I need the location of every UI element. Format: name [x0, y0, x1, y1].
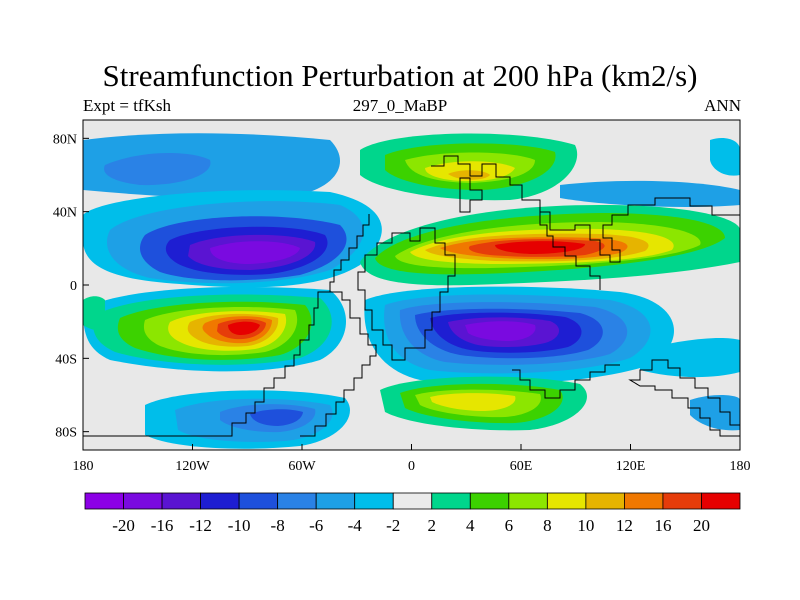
- colorbar-label: -6: [309, 516, 323, 535]
- x-tick-label: 120W: [175, 459, 210, 474]
- colorbar-swatch: [431, 492, 471, 510]
- nh-east-cap: [710, 138, 740, 176]
- colorbar-label: 6: [505, 516, 514, 535]
- colorbar-swatch: [123, 492, 163, 510]
- nh-negative-core: [104, 153, 211, 186]
- sa-east-outline: [300, 291, 377, 437]
- sh-westerly-band: [640, 338, 740, 378]
- asia-outline: [522, 197, 740, 263]
- nh-east-band: [560, 180, 740, 208]
- colorbar-label: 8: [543, 516, 552, 535]
- chart-title: Streamfunction Perturbation at 200 hPa (…: [102, 58, 698, 93]
- antarctic-outline: [512, 364, 620, 399]
- colorbar-swatch: [161, 492, 201, 510]
- right-subtitle: ANN: [704, 96, 741, 115]
- x-tick-label: 180: [730, 459, 751, 474]
- y-tick-label: 0: [70, 279, 77, 294]
- contour-fields: [83, 133, 740, 449]
- colorbar-swatch: [624, 492, 664, 510]
- center-subtitle: 297_0_MaBP: [352, 96, 448, 115]
- colorbar-swatch: [546, 492, 587, 510]
- colorbar-swatch: [238, 492, 279, 510]
- colorbar-label: -8: [271, 516, 285, 535]
- sh-far-west-band: [83, 296, 105, 331]
- colorbar-swatch: [315, 492, 356, 510]
- colorbar-swatch: [701, 492, 741, 510]
- colorbar-label: 10: [577, 516, 594, 535]
- sh-negative-center: [465, 321, 536, 341]
- x-tick-label: 180: [73, 459, 94, 474]
- colorbar-swatch: [585, 492, 625, 510]
- y-axis: 80N 40N 0 40S 80S: [53, 132, 89, 441]
- sh-far-east-ring: [690, 395, 740, 431]
- y-tick-label: 80S: [55, 426, 77, 441]
- x-tick-label: 60E: [510, 459, 533, 474]
- colorbar-swatch: [662, 492, 702, 510]
- africa-outline: [357, 227, 456, 361]
- colorbar-swatch: [469, 492, 510, 510]
- y-tick-label: 40N: [53, 206, 77, 221]
- americas-outline: [83, 214, 370, 437]
- colorbar-swatch: [508, 492, 548, 510]
- left-subtitle: Expt = tfKsh: [83, 96, 171, 115]
- colorbar-label: 16: [654, 516, 671, 535]
- colorbar-label: -16: [151, 516, 174, 535]
- nh-gyre-center: [210, 241, 300, 264]
- colorbar-swatch: [392, 492, 433, 510]
- sh-south-pos-core: [430, 393, 516, 411]
- y-tick-label: 40S: [55, 352, 77, 367]
- colorbar-label: -12: [189, 516, 212, 535]
- colorbar-label: -10: [228, 516, 251, 535]
- colorbar-label: -2: [386, 516, 400, 535]
- coastlines: [83, 155, 740, 437]
- x-tick-label: 120E: [616, 459, 646, 474]
- colorbar-label: -4: [348, 516, 363, 535]
- colorbar-label: 12: [616, 516, 633, 535]
- y-tick-label: 80N: [53, 132, 77, 147]
- sh-south-neg-core: [250, 409, 303, 426]
- colorbar-label: 4: [466, 516, 475, 535]
- australia-outline: [628, 359, 740, 437]
- colorbar-swatch: [200, 492, 240, 510]
- colorbar-swatch: [277, 492, 317, 510]
- x-tick-label: 60W: [288, 459, 316, 474]
- colorbar: -20 -16 -12 -10 -8 -6 -4 -2 2 4 6 8 10 12 16 20: [84, 492, 741, 535]
- greenland-outline: [459, 177, 483, 213]
- colorbar-label: 20: [693, 516, 710, 535]
- colorbar-swatch: [84, 492, 124, 510]
- x-axis: 180 120W 60W 0 60E 120E 180: [73, 444, 751, 474]
- x-tick-label: 0: [408, 459, 415, 474]
- colorbar-swatch: [354, 492, 394, 510]
- colorbar-label: -20: [112, 516, 135, 535]
- sh-positive-center: [228, 321, 260, 335]
- colorbar-label: 2: [428, 516, 437, 535]
- nh-positive-cell-center: [448, 170, 490, 180]
- asia-ridge-center: [495, 241, 585, 254]
